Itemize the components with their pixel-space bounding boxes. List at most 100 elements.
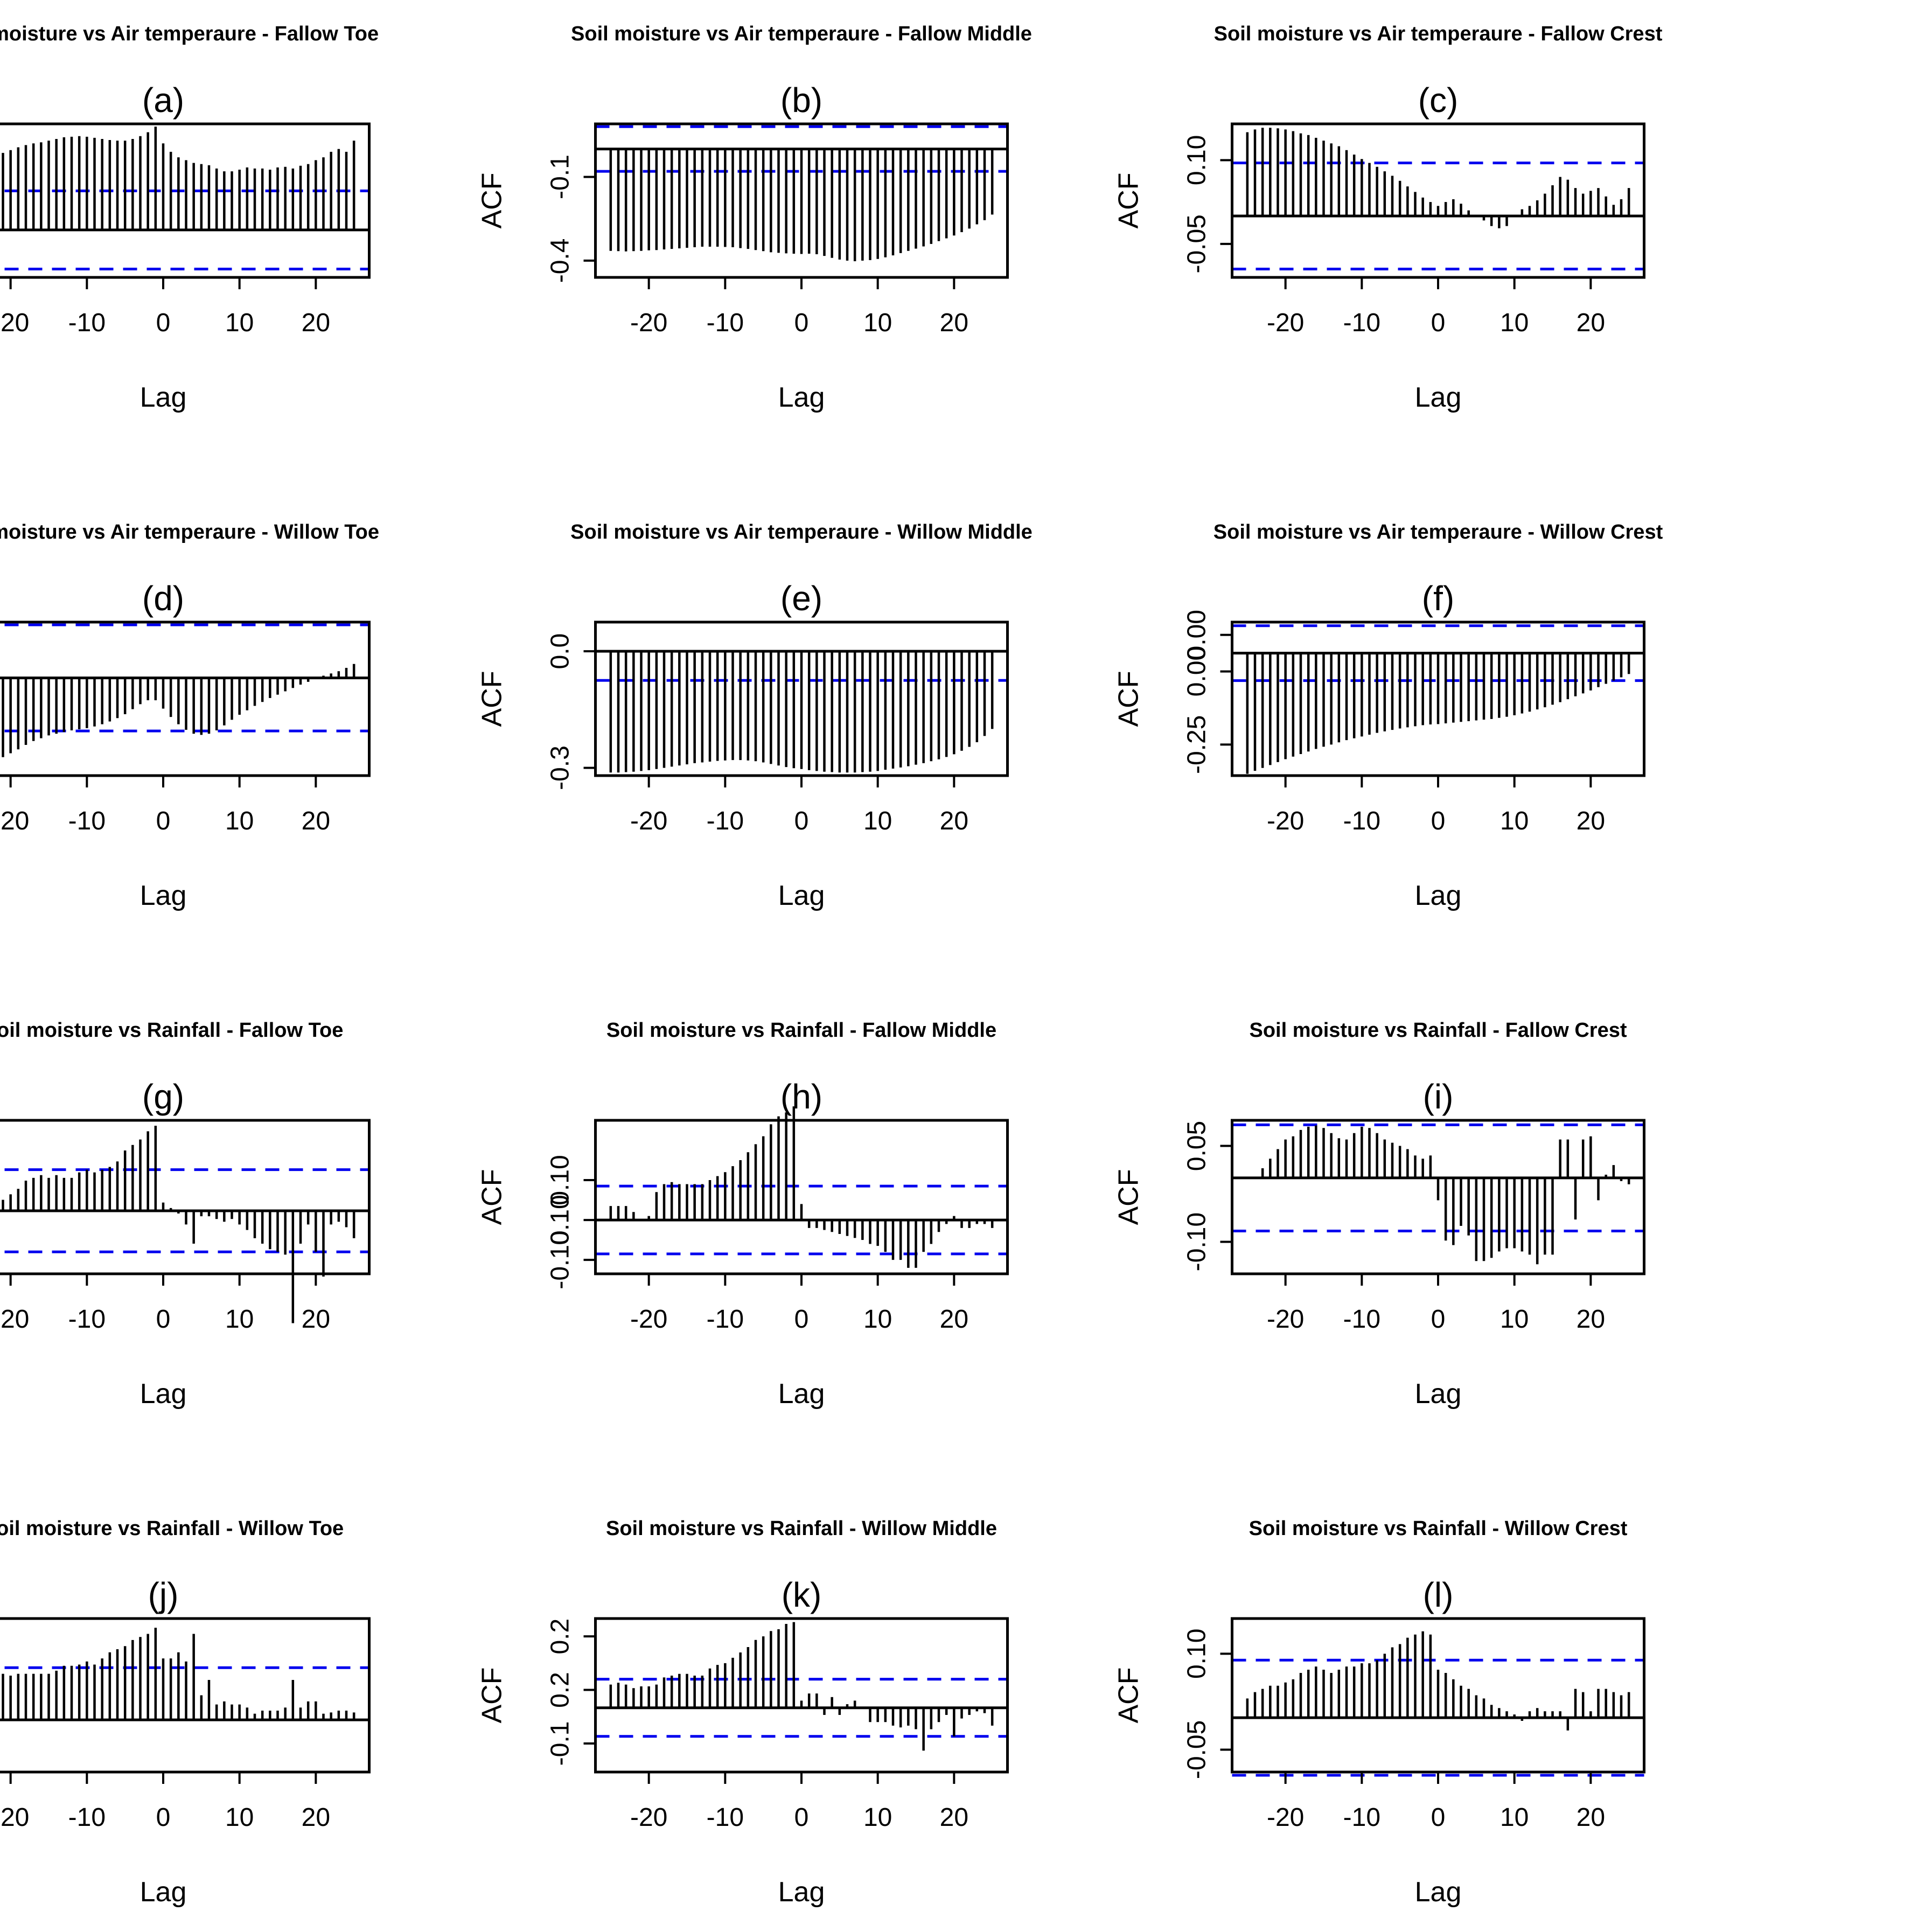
- chart-panel-j: Soil moisture vs Rainfall - Willow Toe (j…: [0, 1517, 371, 1908]
- x-tick-label: 0: [794, 1305, 809, 1334]
- x-tick-label: 20: [1577, 807, 1605, 835]
- x-tick-label: 10: [1500, 309, 1529, 337]
- x-tick-label: -20: [630, 1803, 667, 1832]
- x-tick-label: 10: [225, 807, 254, 835]
- y-tick-label: -0.05: [1183, 214, 1211, 273]
- y-axis-label: ACF: [477, 1668, 508, 1724]
- chart-title: Soil moisture vs Air temperaure - Willow…: [570, 521, 1033, 543]
- y-tick-label: -0.10: [1183, 1212, 1211, 1271]
- x-tick-label: 0: [1431, 807, 1446, 835]
- x-tick-label: -10: [68, 309, 106, 337]
- x-tick-label: -10: [68, 1803, 106, 1832]
- x-tick-label: -20: [1267, 1305, 1304, 1334]
- x-axis-label: Lag: [140, 1877, 187, 1908]
- x-tick-label: 0: [156, 1803, 171, 1832]
- panel-label: (d): [142, 579, 184, 618]
- x-tick-label: 10: [1500, 1305, 1529, 1334]
- y-axis-label: ACF: [477, 671, 508, 727]
- y-axis-label: ACF: [1113, 671, 1145, 727]
- x-axis-label: Lag: [778, 1877, 825, 1908]
- x-tick-label: 20: [302, 1803, 330, 1832]
- x-tick-label: -10: [1343, 1803, 1380, 1832]
- chart-panel-a: Soil moisture vs Air temperaure - Fallow…: [0, 23, 379, 413]
- x-tick-label: 10: [1500, 807, 1529, 835]
- x-tick-label: 10: [863, 1803, 892, 1832]
- x-axis-label: Lag: [1415, 880, 1462, 911]
- x-tick-label: -20: [0, 807, 29, 835]
- x-tick-label: 10: [225, 1803, 254, 1832]
- x-tick-label: 0: [794, 1803, 809, 1832]
- x-tick-label: -10: [68, 807, 106, 835]
- chart-panel-b: Soil moisture vs Air temperaure - Fallow…: [477, 23, 1032, 413]
- y-axis-label: ACF: [1113, 173, 1145, 229]
- y-tick-label: -0.10: [546, 1230, 575, 1289]
- x-axis-label: Lag: [778, 1378, 825, 1410]
- chart-panel-k: Soil moisture vs Rainfall - Willow Middl…: [477, 1517, 1009, 1908]
- x-tick-label: 20: [302, 1305, 330, 1334]
- y-tick-label: 0.00: [1183, 610, 1211, 660]
- y-tick-label: 0.2: [546, 1672, 575, 1708]
- x-tick-label: -20: [1267, 1803, 1304, 1832]
- chart-panel-f: Soil moisture vs Air temperaure - Willow…: [1113, 521, 1663, 911]
- y-axis-label: ACF: [1113, 1169, 1145, 1225]
- x-tick-label: 20: [940, 1803, 968, 1832]
- panel-label: (e): [780, 579, 822, 618]
- chart-panel-h: Soil moisture vs Rainfall - Fallow Middl…: [477, 1019, 1009, 1410]
- y-tick-label: 0.2: [546, 1619, 575, 1655]
- x-tick-label: -20: [0, 1803, 29, 1832]
- y-tick-label: -0.4: [546, 239, 575, 283]
- y-tick-label: 0.05: [1183, 1121, 1211, 1171]
- chart-title: Soil moisture vs Air temperaure - Fallow…: [571, 23, 1032, 45]
- chart-title: Soil moisture vs Air temperaure - Fallow…: [1214, 23, 1663, 45]
- x-tick-label: 20: [1577, 309, 1605, 337]
- y-tick-label: 0.0: [546, 633, 575, 669]
- x-tick-label: 0: [156, 807, 171, 835]
- panel-label: (b): [780, 81, 822, 120]
- x-axis-label: Lag: [778, 880, 825, 911]
- chart-title: Soil moisture vs Air temperaure - Fallow…: [0, 23, 379, 45]
- x-tick-label: -20: [630, 807, 667, 835]
- panel-label: (i): [1423, 1077, 1454, 1116]
- panel-label: (j): [148, 1575, 179, 1614]
- x-tick-label: -10: [707, 1305, 744, 1334]
- x-tick-label: 20: [940, 309, 968, 337]
- y-tick-label: -0.05: [1183, 1720, 1211, 1779]
- panel-label: (g): [142, 1077, 184, 1116]
- chart-title: Soil moisture vs Rainfall - Willow Toe: [0, 1517, 344, 1540]
- x-tick-label: 20: [1577, 1803, 1605, 1832]
- x-tick-label: 20: [302, 309, 330, 337]
- x-tick-label: 10: [863, 1305, 892, 1334]
- x-tick-label: 0: [1431, 309, 1446, 337]
- chart-title: Soil moisture vs Air temperaure - Willow…: [1213, 521, 1663, 543]
- x-tick-label: -20: [630, 1305, 667, 1334]
- x-tick-label: 20: [940, 807, 968, 835]
- x-axis-label: Lag: [140, 880, 187, 911]
- chart-panel-d: Soil moisture vs Air temperaure - Willow…: [0, 521, 379, 911]
- y-tick-label: -0.1: [546, 1721, 575, 1766]
- x-axis-label: Lag: [1415, 1877, 1462, 1908]
- chart-panel-i: Soil moisture vs Rainfall - Fallow Crest…: [1113, 1019, 1645, 1410]
- y-tick-label: 0.10: [1183, 1629, 1211, 1679]
- x-tick-label: 20: [1577, 1305, 1605, 1334]
- x-axis-label: Lag: [1415, 382, 1462, 413]
- x-tick-label: 0: [156, 1305, 171, 1334]
- chart-panel-c: Soil moisture vs Air temperaure - Fallow…: [1113, 23, 1663, 413]
- x-tick-label: 10: [225, 309, 254, 337]
- chart-panel-g: Soil moisture vs Rainfall - Fallow Toe (g…: [0, 1019, 371, 1410]
- x-axis-label: Lag: [140, 382, 187, 413]
- y-axis-label: ACF: [477, 173, 508, 229]
- x-tick-label: -20: [1267, 309, 1304, 337]
- y-tick-label: -0.3: [546, 745, 575, 790]
- chart-panel-l: Soil moisture vs Rainfall - Willow Crest…: [1113, 1517, 1645, 1908]
- chart-title: Soil moisture vs Rainfall - Fallow Crest: [1249, 1019, 1627, 1042]
- x-tick-label: -20: [630, 309, 667, 337]
- y-axis-label: ACF: [477, 1169, 508, 1225]
- chart-title: Soil moisture vs Rainfall - Willow Crest: [1249, 1517, 1628, 1540]
- panel-label: (l): [1423, 1575, 1454, 1614]
- x-tick-label: 0: [156, 309, 171, 337]
- x-tick-label: -20: [0, 1305, 29, 1334]
- x-tick-label: 10: [863, 309, 892, 337]
- panel-label: (f): [1422, 579, 1454, 618]
- chart-title: Soil moisture vs Air temperaure - Willow…: [0, 521, 379, 543]
